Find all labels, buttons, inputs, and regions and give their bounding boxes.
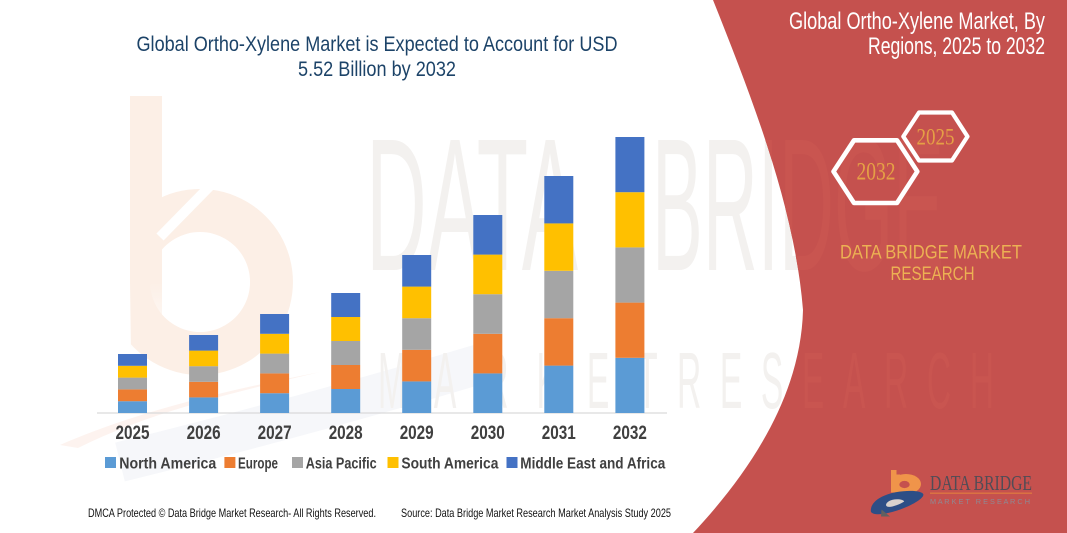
svg-text:Middle East and Africa: Middle East and Africa [520,456,665,473]
svg-text:North America: North America [119,456,216,473]
svg-text:2029: 2029 [400,423,434,444]
svg-text:2030: 2030 [471,423,505,444]
svg-text:2032: 2032 [613,423,647,444]
svg-text:2031: 2031 [542,423,576,444]
svg-text:Asia Pacific: Asia Pacific [306,456,377,473]
svg-text:Europe: Europe [238,456,278,473]
svg-text:2028: 2028 [329,423,363,444]
svg-text:RESEARCH: RESEARCH [891,264,975,285]
svg-text:M A R K E T R E S E A R C H: M A R K E T R E S E A R C H [930,497,1030,506]
svg-text:DMCA Protected © Data Bridge M: DMCA Protected © Data Bridge Market Rese… [88,506,376,520]
svg-text:2026: 2026 [187,423,221,444]
svg-text:Source: Data Bridge Market Res: Source: Data Bridge Market Research Mark… [401,506,671,520]
svg-text:2025: 2025 [917,125,955,150]
svg-text:DATA BRIDGE: DATA BRIDGE [930,471,1032,495]
svg-text:2025: 2025 [116,423,150,444]
svg-text:2027: 2027 [258,423,292,444]
svg-text:5.52 Billion by 2032: 5.52 Billion by 2032 [298,58,456,81]
svg-text:2032: 2032 [857,159,896,186]
svg-text:Global Ortho-Xylene Market is: Global Ortho-Xylene Market is Expected t… [137,33,618,56]
svg-text:DATA: DATA [366,99,578,310]
svg-text:DATA BRIDGE MARKET: DATA BRIDGE MARKET [840,243,1022,264]
svg-text:Global Ortho-Xylene Market, By: Global Ortho-Xylene Market, By [789,8,1045,35]
svg-text:Regions, 2025 to 2032: Regions, 2025 to 2032 [868,33,1045,60]
svg-text:South America: South America [401,456,498,473]
